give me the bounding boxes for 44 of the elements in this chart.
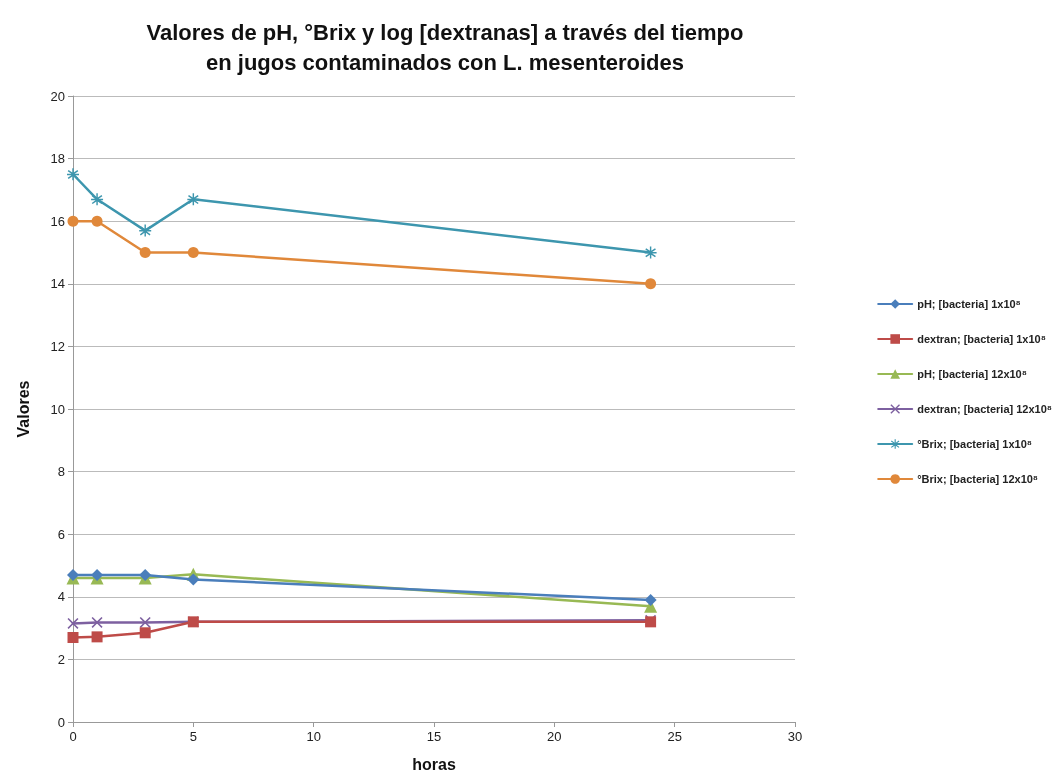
legend-label: dextran; [bacteria] 12x10⁸ bbox=[917, 403, 1053, 415]
y-tick-label: 10 bbox=[50, 401, 65, 417]
point bbox=[67, 568, 79, 581]
x-tick-label: 25 bbox=[667, 729, 682, 744]
y-tick-label: 18 bbox=[50, 151, 65, 167]
y-tick-label: 2 bbox=[57, 651, 65, 667]
legend-label: °Brix; [bacteria] 12x10⁸ bbox=[917, 473, 1039, 485]
point bbox=[67, 617, 79, 629]
legend-label: pH; [bacteria] 12x10⁸ bbox=[917, 368, 1027, 380]
x-tick-label: 10 bbox=[306, 729, 321, 744]
point bbox=[91, 193, 104, 206]
point bbox=[91, 616, 103, 628]
point bbox=[67, 168, 79, 181]
chart-title: Valores de pH, °Brix y log [dextranas] a través del tiempo en jugos contaminados con L. mesenteroides bbox=[146, 19, 744, 75]
point bbox=[67, 215, 79, 227]
y-tick-label: 14 bbox=[50, 276, 65, 292]
y-tick-label: 8 bbox=[57, 464, 65, 480]
x-tick-label: 5 bbox=[189, 729, 197, 744]
y-tick-label: 20 bbox=[50, 88, 65, 104]
point bbox=[187, 247, 199, 258]
x-tick-label: 30 bbox=[787, 729, 803, 744]
y-tick-label: 0 bbox=[57, 714, 65, 730]
point bbox=[139, 627, 151, 639]
point bbox=[91, 631, 103, 643]
y-tick-label: 4 bbox=[57, 589, 65, 605]
y-tick-label: 12 bbox=[50, 338, 65, 354]
x-tick-label: 20 bbox=[547, 729, 562, 744]
x-tick-label: 0 bbox=[69, 729, 77, 744]
legend-label: dextran; [bacteria] 1x10⁸ bbox=[917, 333, 1046, 345]
y-axis-title: Valores bbox=[14, 380, 32, 438]
point bbox=[139, 568, 152, 581]
point bbox=[645, 278, 657, 290]
point bbox=[187, 573, 200, 586]
point bbox=[644, 593, 657, 606]
x-axis-title: horas bbox=[412, 755, 456, 773]
x-tick-label: 15 bbox=[426, 729, 442, 744]
point bbox=[139, 247, 151, 258]
legend-label: °Brix; [bacteria] 1x10⁸ bbox=[917, 438, 1032, 450]
point bbox=[67, 631, 79, 643]
y-tick-label: 6 bbox=[57, 526, 65, 542]
point bbox=[91, 215, 103, 227]
point bbox=[139, 224, 152, 237]
legend-label: pH; [bacteria] 1x10⁸ bbox=[917, 298, 1021, 310]
y-tick-label: 16 bbox=[50, 213, 65, 229]
